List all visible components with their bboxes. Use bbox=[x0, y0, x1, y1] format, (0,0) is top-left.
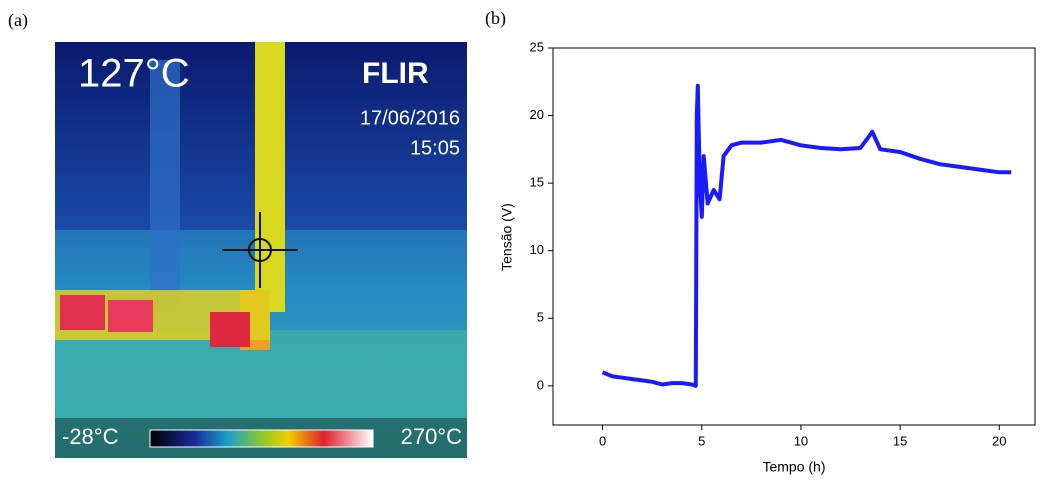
scale-max: 270°C bbox=[401, 424, 463, 449]
brand: FLIR bbox=[362, 57, 429, 90]
x-tick-label: 5 bbox=[698, 433, 705, 448]
time: 15:05 bbox=[410, 137, 460, 159]
scale-min: -28°C bbox=[62, 424, 119, 449]
data-line bbox=[601, 83, 1012, 388]
panel-label: (a) bbox=[8, 10, 28, 31]
x-tick-label: 10 bbox=[794, 433, 808, 448]
crosshair bbox=[222, 212, 298, 288]
y-tick-label: 10 bbox=[530, 242, 544, 257]
y-axis-title: Tensão (V) bbox=[499, 203, 515, 271]
x-tick-label: 20 bbox=[992, 433, 1006, 448]
plot-frame bbox=[552, 47, 1036, 426]
spot-temperature: 127°C bbox=[78, 52, 190, 96]
y-tick-label: 25 bbox=[530, 39, 544, 54]
date: 17/06/2016 bbox=[360, 107, 460, 129]
color-scale bbox=[149, 429, 374, 448]
thermal-image: 127°C FLIR 17/06/2016 15:05 -28°C 270°C bbox=[55, 42, 467, 458]
x-tick-label: 0 bbox=[599, 433, 606, 448]
hot-spot bbox=[108, 300, 153, 332]
x-axis-title: Tempo (h) bbox=[762, 459, 825, 475]
y-tick-label: 15 bbox=[530, 175, 544, 190]
y-tick-label: 20 bbox=[530, 107, 544, 122]
image-region bbox=[150, 60, 180, 310]
y-tick-label: 5 bbox=[537, 310, 544, 325]
x-tick-label: 15 bbox=[893, 433, 907, 448]
hot-spot bbox=[210, 312, 250, 347]
y-tick-label: 0 bbox=[537, 377, 544, 392]
panel-label: (b) bbox=[485, 8, 506, 29]
hot-spot bbox=[60, 295, 105, 330]
